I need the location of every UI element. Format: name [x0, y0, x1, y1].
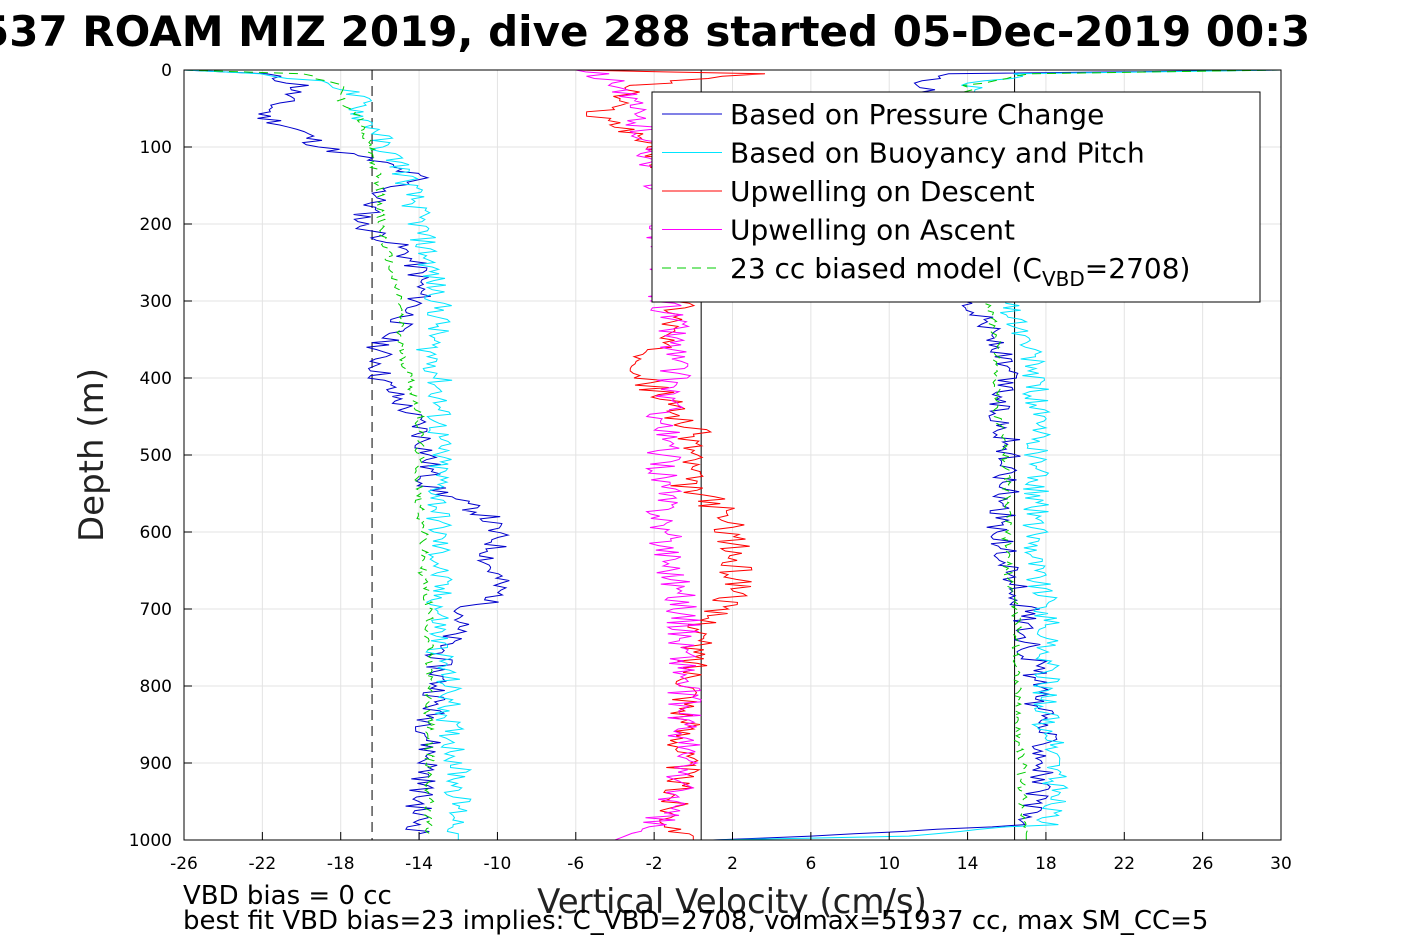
x-tick-label: -26 [170, 854, 198, 874]
legend-label: Upwelling on Descent [730, 175, 1035, 208]
y-tick-label: 100 [140, 138, 172, 158]
legend-label: 23 cc biased model (CVBD=2708) [730, 252, 1190, 291]
best-fit-annotation: best fit VBD bias=23 implies: C_VBD=2708… [183, 906, 1208, 936]
vbd-bias-annotation: VBD bias = 0 cc [183, 881, 392, 911]
y-tick-label: 500 [140, 446, 172, 466]
y-tick-label: 1000 [129, 831, 172, 851]
x-tick-label: 14 [957, 854, 979, 874]
series-line [183, 69, 473, 840]
legend: Based on Pressure Change Based on Buoyanc… [651, 91, 1261, 303]
y-tick-label: 400 [140, 369, 172, 389]
x-axis-label: Vertical Velocity (cm/s) [537, 882, 927, 922]
y-tick-label: 700 [140, 600, 172, 620]
series-line [183, 69, 510, 840]
y-axis-label: Depth (m) [72, 368, 112, 542]
x-tick-label: 6 [805, 854, 816, 874]
x-tick-label: 10 [878, 854, 900, 874]
x-tick-label: 26 [1192, 854, 1214, 874]
x-tick-label: -22 [248, 854, 276, 874]
x-tick-label: -10 [484, 854, 512, 874]
legend-label: Based on Buoyancy and Pitch [730, 137, 1145, 170]
y-tick-label: 200 [140, 215, 172, 235]
x-tick-label: -6 [567, 854, 584, 874]
y-tick-label: 900 [140, 754, 172, 774]
y-tick-label: 0 [161, 61, 172, 81]
x-tick-label: 22 [1113, 854, 1135, 874]
series-line [183, 69, 436, 840]
y-tick-label: 300 [140, 292, 172, 312]
x-tick-label: -18 [327, 854, 355, 874]
x-tick-label: -2 [646, 854, 663, 874]
legend-label: Upwelling on Ascent [730, 214, 1015, 247]
x-tick-label: 2 [727, 854, 738, 874]
x-tick-label: 18 [1035, 854, 1057, 874]
x-axis: -26 -22 -18 -14 -10 -6 -2 2 6 10 14 18 22 26 30 [170, 832, 1292, 874]
chart-title: 537 ROAM MIZ 2019, dive 288 started 05-D… [0, 7, 1310, 56]
x-tick-label: 30 [1270, 854, 1292, 874]
y-tick-label: 600 [140, 523, 172, 543]
y-axis: 0 100 200 300 400 500 600 700 800 900 1000 [129, 61, 192, 851]
legend-label: Based on Pressure Change [730, 98, 1104, 131]
x-tick-label: -14 [405, 854, 433, 874]
legend-box [651, 91, 1261, 303]
y-tick-label: 800 [140, 677, 172, 697]
